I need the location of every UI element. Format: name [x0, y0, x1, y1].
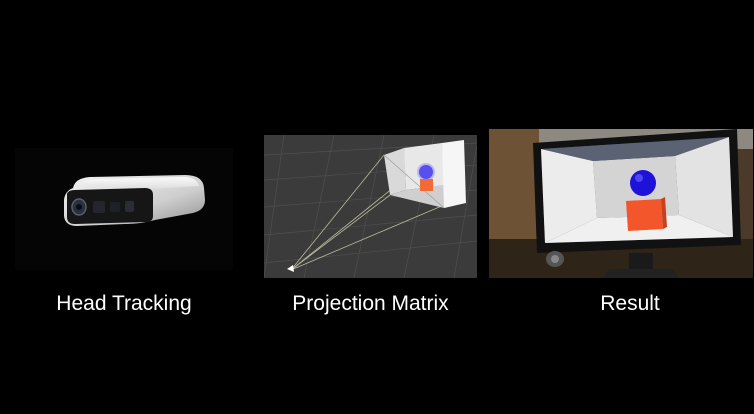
caption-result: Result: [600, 292, 660, 315]
result-image: [489, 129, 753, 278]
projection-scene-illustration: [264, 135, 477, 278]
caption-head-tracking: Head Tracking: [56, 292, 192, 315]
depth-camera-illustration: [64, 175, 205, 226]
caption-projection-matrix: Projection Matrix: [292, 292, 449, 315]
head-tracking-image: [15, 148, 233, 270]
projection-matrix-image: [264, 135, 477, 278]
monitor-photo-illustration: [489, 129, 753, 278]
